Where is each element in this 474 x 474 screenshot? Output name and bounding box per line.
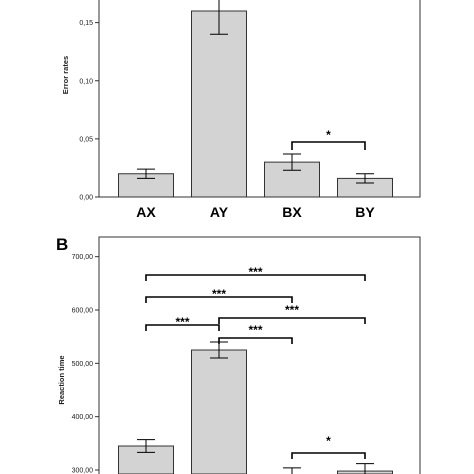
- y-tick-label: 600,00: [72, 308, 94, 315]
- plot-frame: [98, 0, 421, 198]
- category-label-ax: AX: [136, 204, 156, 220]
- y-tick-label: 700,00: [72, 254, 94, 261]
- significance-label: *: [326, 128, 331, 142]
- significance-label: ***: [175, 315, 189, 329]
- significance-label: ***: [248, 323, 262, 337]
- significance-bracket: [145, 324, 220, 331]
- significance-bracket: [218, 317, 366, 324]
- significance-bracket: [218, 337, 293, 344]
- panel-a-error-rates: 0,00 0,05 0,10 0,15 Error rates AX AY BX BY *: [61, 0, 421, 220]
- y-tick-label: 0,15: [79, 20, 93, 27]
- significance-bracket: [145, 296, 293, 303]
- panel-label: B: [56, 235, 68, 254]
- y-tick-label: 300,00: [72, 468, 94, 474]
- y-tick-label: 0,10: [79, 78, 93, 85]
- significance-bracket: [291, 141, 366, 150]
- category-label-by: BY: [355, 204, 375, 220]
- significance-bracket: [291, 452, 366, 459]
- significance-bracket: [145, 274, 366, 281]
- significance-label: *: [326, 434, 331, 448]
- panel-b-reaction-time: 300,00 400,00 500,00 600,00 700,00 Reaction t…: [56, 235, 421, 474]
- significance-label: ***: [248, 265, 262, 279]
- y-axis-label: Reaction time: [57, 355, 66, 404]
- y-tick-label: 400,00: [72, 414, 94, 421]
- bar-ay: [191, 10, 247, 198]
- category-label-bx: BX: [282, 204, 302, 220]
- y-axis-label: Error rates: [61, 56, 70, 94]
- significance-label: ***: [285, 303, 299, 317]
- y-tick-label: 0,00: [79, 195, 93, 202]
- y-tick-label: 500,00: [72, 361, 94, 368]
- bar-ay: [191, 349, 247, 474]
- y-tick-label: 0,05: [79, 136, 93, 143]
- significance-label: ***: [212, 287, 226, 301]
- category-label-ay: AY: [210, 204, 229, 220]
